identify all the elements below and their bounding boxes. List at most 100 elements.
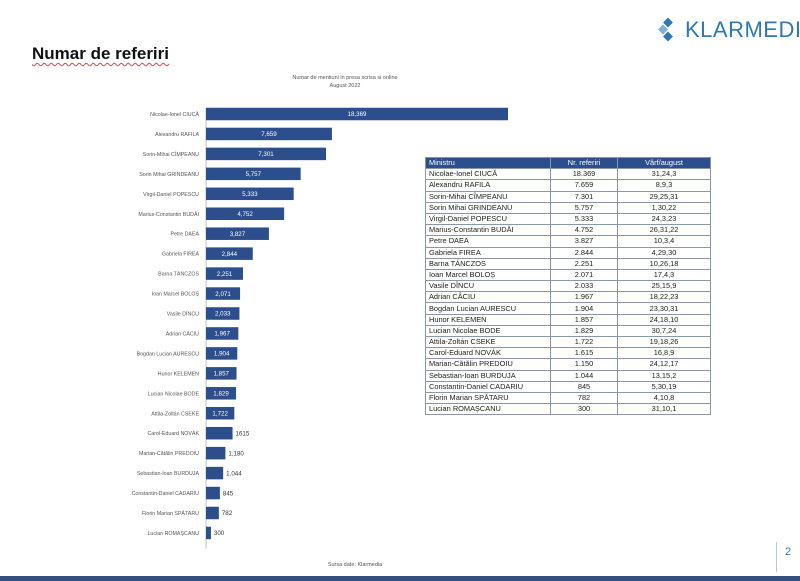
cell-referiri: 5.333 — [550, 212, 618, 226]
ministers-table: Ministru Nr. referiri Vârf/august Nicola… — [425, 156, 711, 416]
table-row: Bogdan Lucian AURESCU 1.904 23,30,31 — [425, 302, 711, 315]
cell-varf: 24,12,17 — [617, 358, 711, 371]
cell-minister: Marius-Constantin BUDĂI — [425, 224, 551, 237]
cell-minister: Florin Marian SPĂTARU — [425, 391, 551, 405]
data-label: 845 — [223, 490, 234, 497]
cell-varf: 5,30,19 — [617, 380, 711, 393]
cell-referiri: 4.752 — [550, 224, 618, 237]
bar — [206, 127, 332, 141]
table-row: Alexandru RAFILA 7.659 8,9,3 — [425, 179, 711, 192]
table-row: Petre DAEA 3.827 10,3,4 — [425, 235, 711, 248]
cell-minister: Attila-Zoltán CSEKE — [425, 335, 551, 349]
table-row: Marian-Cătălin PREDOIU 1.150 24,12,17 — [425, 358, 711, 371]
cell-minister: Ioan Marcel BOLOȘ — [425, 268, 551, 282]
cell-referiri: 3.827 — [550, 235, 618, 248]
table-row: Carol-Eduard NOVÁK 1.615 16,8,9 — [425, 347, 711, 360]
cell-minister: Marian-Cătălin PREDOIU — [425, 358, 551, 371]
bar — [206, 426, 233, 440]
cell-varf: 16,8,9 — [617, 347, 711, 360]
data-label: 2,033 — [215, 311, 231, 318]
bottom-bar — [0, 576, 800, 581]
cell-varf: 18,22,23 — [617, 291, 711, 304]
bar — [206, 207, 285, 220]
bar — [206, 466, 224, 480]
data-label: 1,857 — [214, 371, 230, 378]
data-label: 2,844 — [222, 251, 238, 258]
data-label: 18,369 — [348, 111, 367, 118]
cell-referiri: 7.659 — [550, 179, 618, 192]
cell-minister: Alexandru RAFILA — [425, 179, 551, 192]
cell-varf: 19,18,26 — [617, 335, 711, 349]
header-varf-august: Vârf/august — [617, 156, 711, 170]
cell-referiri: 1.150 — [550, 358, 618, 371]
table-row: Lucian ROMAȘCANU 300 31,10,1 — [425, 403, 711, 416]
bar — [206, 526, 211, 540]
y-tick-label: Attila-Zoltán CSEKE — [151, 411, 199, 417]
cell-varf: 23,30,31 — [617, 302, 711, 315]
cell-minister: Adrian CÂCIU — [425, 291, 551, 304]
cell-varf: 24,3,23 — [617, 212, 711, 226]
data-label: 7,659 — [261, 131, 277, 138]
y-tick-label: Gabriela FIREA — [162, 252, 200, 258]
cell-referiri: 300 — [550, 403, 618, 416]
cell-varf: 31,10,1 — [617, 403, 711, 416]
y-tick-label: Sebastian-Ioan BURDUJA — [137, 471, 200, 477]
cell-varf: 29,25,31 — [617, 190, 711, 203]
bar — [206, 506, 219, 520]
table-row: Adrian CÂCIU 1.967 18,22,23 — [425, 291, 711, 304]
bar — [206, 187, 294, 201]
bar — [206, 267, 244, 280]
chart-subtitle-2: August 2022 — [329, 83, 361, 89]
bar — [206, 307, 240, 320]
table-row: Constantin-Daniel CADARIU 845 5,30,19 — [425, 380, 711, 393]
cell-referiri: 1.967 — [550, 291, 618, 304]
cell-referiri: 5.757 — [550, 201, 618, 214]
data-label: 1615 — [236, 430, 250, 437]
page-number: 2 — [785, 546, 792, 558]
table-row: Lucian Nicolae BODE 1.829 30,7,24 — [425, 324, 711, 338]
y-tick-label: Sorin Mihai GRINDEANU — [139, 172, 199, 178]
table-row: Virgil-Daniel POPESCU 5.333 24,3,23 — [425, 212, 711, 226]
y-tick-label: Carol-Eduard NOVÁK — [147, 430, 199, 437]
table-row: Attila-Zoltán CSEKE 1.722 19,18,26 — [425, 335, 711, 349]
page-title: Numar de referiri — [32, 44, 169, 63]
cell-referiri: 2.033 — [550, 280, 618, 293]
data-label: 2,071 — [215, 291, 231, 298]
data-label: 2,251 — [217, 271, 233, 278]
table-row: Barna TÁNCZOS 2.251 10,26,18 — [425, 257, 711, 270]
bar — [206, 147, 327, 161]
table-row: Vasile DÎNCU 2.033 25,15,9 — [425, 280, 711, 293]
table-row: Gabriela FIREA 2.844 4,29,30 — [425, 246, 711, 259]
source-note: Sursa date: Klarmedia — [327, 562, 383, 568]
y-tick-label: Ioan Marcel BOLOȘ — [152, 292, 200, 298]
brand-name: KLARMEDIA — [685, 17, 800, 42]
cell-referiri: 18.369 — [550, 168, 618, 181]
data-label: 3,827 — [230, 231, 246, 238]
y-tick-label: Lucian Nicolae BODE — [148, 391, 200, 397]
table-row: Hunor KELEMEN 1.857 24,18,10 — [425, 313, 711, 326]
cell-referiri: 1.904 — [550, 302, 618, 315]
bar — [206, 486, 220, 500]
cell-referiri: 1.722 — [550, 335, 618, 349]
cell-minister: Nicolae-Ionel CIUCĂ — [425, 168, 551, 181]
cell-referiri: 845 — [550, 380, 618, 393]
table-row: Sebastian-Ioan BURDUJA 1.044 13,15,2 — [425, 369, 711, 382]
cell-minister: Gabriela FIREA — [425, 246, 551, 259]
bar — [206, 347, 238, 360]
table-row: Nicolae-Ionel CIUCĂ 18.369 31,24,3 — [425, 168, 711, 181]
table-row: Marius-Constantin BUDĂI 4.752 26,31,22 — [425, 224, 711, 237]
cell-minister: Vasile DÎNCU — [425, 280, 551, 293]
y-tick-label: Hunor KELEMEN — [158, 371, 199, 377]
cell-varf: 10,3,4 — [617, 235, 711, 248]
data-label: 5,757 — [246, 171, 262, 178]
cell-minister: Sorin-Mihai CÎMPEANU — [425, 190, 551, 203]
cell-varf: 8,9,3 — [617, 179, 711, 192]
cell-varf: 1,30,22 — [617, 201, 711, 214]
bar — [206, 247, 253, 260]
cell-minister: Carol-Eduard NOVÁK — [425, 347, 551, 360]
header-nr-referiri: Nr. referiri — [550, 156, 618, 170]
table-row: Sorin-Mihai CÎMPEANU 7.301 29,25,31 — [425, 190, 711, 203]
cell-referiri: 1.829 — [550, 324, 618, 338]
data-label: 4,752 — [237, 211, 253, 218]
